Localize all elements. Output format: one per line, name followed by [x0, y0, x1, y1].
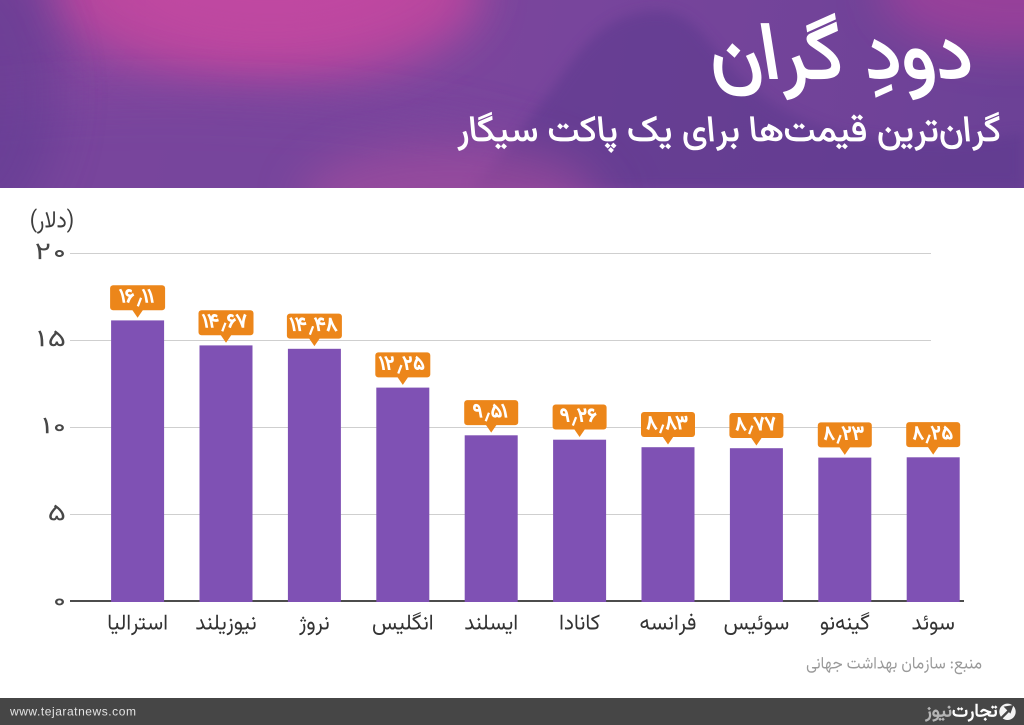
svg-text:www.tejaratnews.com: www.tejaratnews.com	[9, 705, 137, 719]
